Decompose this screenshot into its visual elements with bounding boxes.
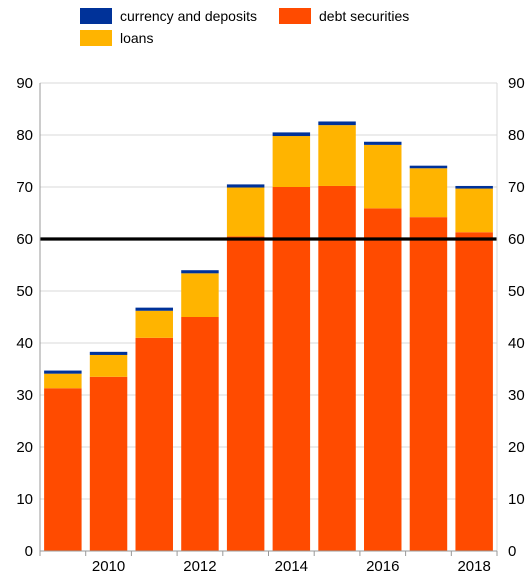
bar-segment-loans-2018 <box>455 188 493 233</box>
bar-segment-loans-2012 <box>181 273 219 317</box>
y-tick-label-right: 60 <box>508 231 525 248</box>
axes: 0 0 10 10 20 20 30 30 40 40 50 50 60 60 70 70 80 80 90 90 20… <box>16 75 524 575</box>
y-tick-label-left: 20 <box>16 439 33 456</box>
y-tick-label-left: 50 <box>16 283 33 300</box>
bar-segment-debt-securities-2013 <box>226 236 265 551</box>
legend-label-debt-securities: debt securities <box>319 8 409 24</box>
bar-segment-currency-and-deposits-2010 <box>89 351 128 355</box>
legend-swatch-debt-securities <box>279 8 311 24</box>
bar-segment-loans-2017 <box>409 168 448 218</box>
bar-segment-currency-and-deposits-2015 <box>318 121 356 126</box>
y-tick-label-left: 70 <box>16 179 33 196</box>
y-tick-label-left: 0 <box>25 543 33 560</box>
bar-segment-currency-and-deposits-2016 <box>364 141 402 145</box>
bar-segment-currency-and-deposits-2014 <box>272 132 311 137</box>
y-tick-label-left: 40 <box>16 335 33 352</box>
y-tick-label-right: 40 <box>508 335 525 352</box>
y-tick-label-right: 80 <box>508 127 525 144</box>
y-tick-label-right: 10 <box>508 491 525 508</box>
y-tick-label-left: 90 <box>16 75 33 92</box>
legend-swatch-loans <box>80 30 112 46</box>
x-tick-label: 2010 <box>92 558 125 575</box>
bar-segment-currency-and-deposits-2011 <box>135 307 173 311</box>
x-tick-label: 2018 <box>457 558 490 575</box>
bar-segment-debt-securities-2017 <box>409 217 448 551</box>
bar-segment-loans-2009 <box>44 373 82 389</box>
bar-segment-debt-securities-2015 <box>318 185 356 551</box>
bar-segment-loans-2014 <box>272 136 311 187</box>
bar-segment-currency-and-deposits-2009 <box>44 370 82 374</box>
bar-segment-debt-securities-2011 <box>135 337 173 551</box>
bar-segment-loans-2011 <box>135 310 173 338</box>
y-tick-label-right: 90 <box>508 75 525 92</box>
y-tick-label-left: 80 <box>16 127 33 144</box>
legend-label-currency-and-deposits: currency and deposits <box>120 8 257 24</box>
y-tick-label-left: 60 <box>16 231 33 248</box>
x-tick-label: 2016 <box>366 558 399 575</box>
bar-segment-loans-2013 <box>226 187 265 237</box>
bar-segment-currency-and-deposits-2017 <box>409 165 448 169</box>
legend-label-loans: loans <box>120 30 153 46</box>
bar-segment-debt-securities-2016 <box>364 208 402 551</box>
bar-segment-loans-2016 <box>364 144 402 209</box>
bar-segment-debt-securities-2018 <box>455 232 493 552</box>
bar-segment-currency-and-deposits-2012 <box>181 270 219 274</box>
y-tick-label-right: 20 <box>508 439 525 456</box>
legend: currency and deposits debt securities loan… <box>80 8 409 46</box>
bar-segment-debt-securities-2014 <box>272 187 311 551</box>
bar-segment-loans-2010 <box>89 354 128 377</box>
bar-segment-currency-and-deposits-2013 <box>226 184 265 188</box>
bar-segment-currency-and-deposits-2018 <box>455 185 493 189</box>
x-tick-label: 2014 <box>275 558 308 575</box>
bar-segment-debt-securities-2012 <box>181 317 219 551</box>
x-tick-label: 2012 <box>183 558 216 575</box>
y-tick-label-right: 0 <box>508 543 516 560</box>
bar-segment-debt-securities-2010 <box>89 376 128 551</box>
bar-segment-debt-securities-2009 <box>44 388 82 551</box>
legend-swatch-currency-and-deposits <box>80 8 112 24</box>
bar-segment-loans-2015 <box>318 125 356 186</box>
y-tick-label-right: 70 <box>508 179 525 196</box>
y-tick-label-right: 30 <box>508 387 525 404</box>
y-tick-label-left: 30 <box>16 387 33 404</box>
bars <box>44 121 493 552</box>
y-tick-label-left: 10 <box>16 491 33 508</box>
y-tick-label-right: 50 <box>508 283 525 300</box>
